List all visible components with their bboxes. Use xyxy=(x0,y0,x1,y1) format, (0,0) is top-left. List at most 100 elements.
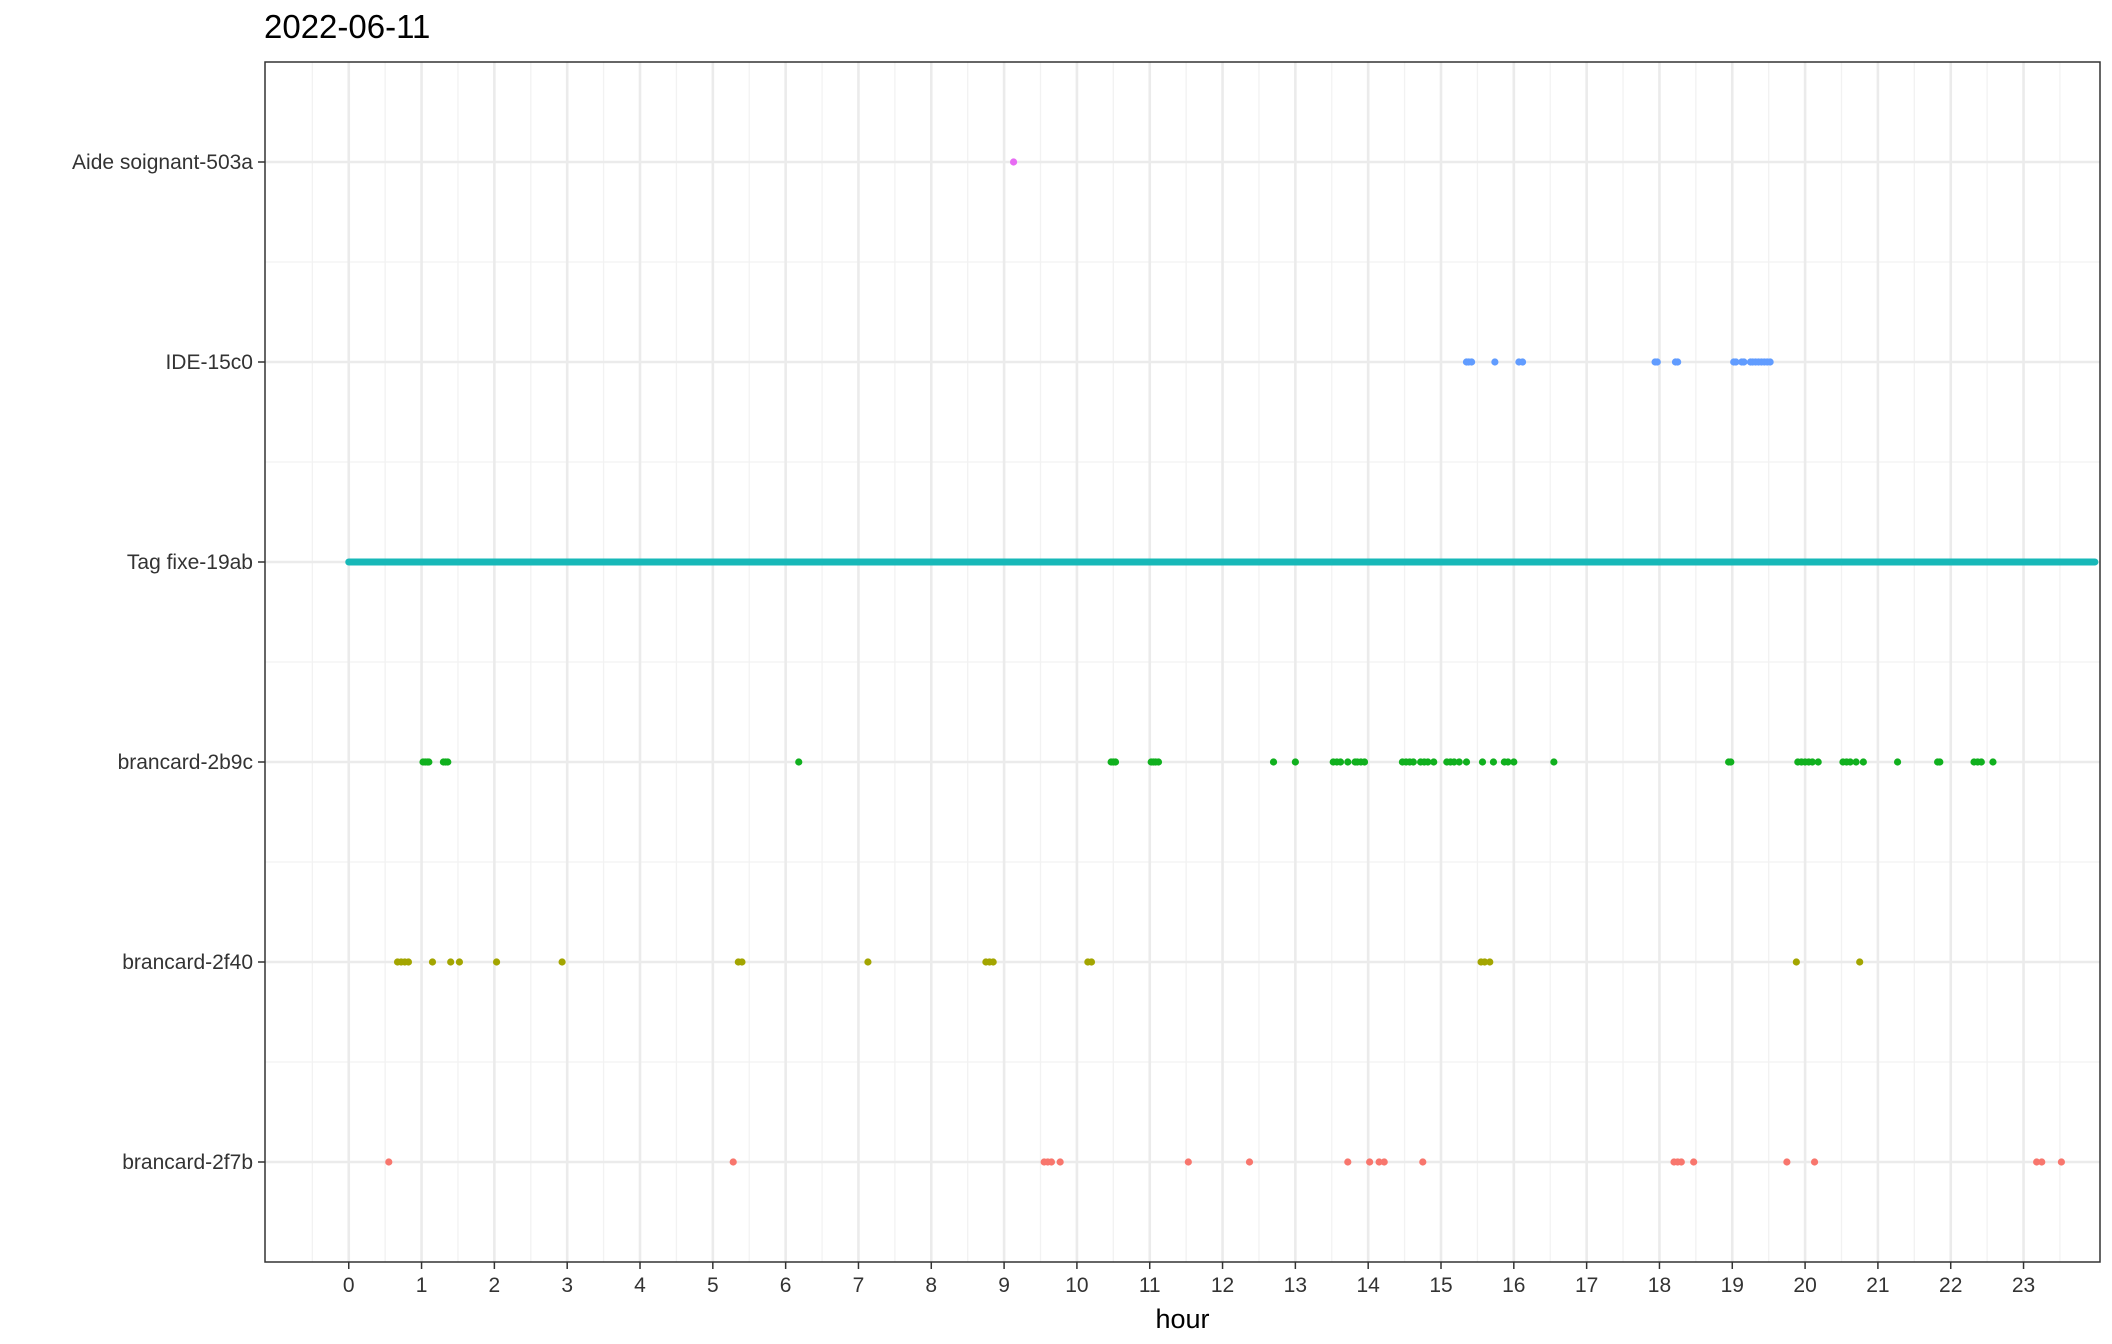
x-tick-label: 21 xyxy=(1866,1274,1889,1297)
data-point xyxy=(1430,758,1438,766)
y-tick-label: Aide soignant-503a xyxy=(72,151,253,174)
data-point xyxy=(404,958,413,966)
data-point xyxy=(1510,758,1518,766)
data-point xyxy=(795,758,803,766)
x-tick-label: 23 xyxy=(2012,1274,2035,1297)
x-tick-label: 20 xyxy=(1793,1274,1816,1297)
x-tick-label: 10 xyxy=(1065,1274,1088,1297)
x-axis: 0 1 2 3 4 5 6 7 8 9 10 11 12 13 14 15 16 17 18 19 20 21 22 23 xyxy=(343,1262,2035,1297)
x-tick-label: 19 xyxy=(1721,1274,1744,1297)
data-point xyxy=(1783,1158,1791,1166)
data-point xyxy=(1462,758,1471,766)
data-point xyxy=(1674,358,1682,366)
x-tick-label: 7 xyxy=(853,1274,865,1297)
data-point xyxy=(1989,758,1997,766)
x-tick-label: 1 xyxy=(416,1274,428,1297)
x-tick-label: 9 xyxy=(998,1274,1010,1297)
x-axis-title: hour xyxy=(1155,1304,1209,1334)
data-point xyxy=(1808,758,1816,766)
data-point xyxy=(455,958,464,966)
data-point xyxy=(492,958,501,966)
data-point xyxy=(729,1158,737,1166)
data-point xyxy=(1653,358,1661,366)
data-point xyxy=(2033,1158,2041,1166)
data-point xyxy=(1424,758,1432,766)
data-point xyxy=(864,958,872,966)
y-tick-label: IDE-15c0 xyxy=(165,351,253,374)
data-point xyxy=(1467,358,1476,366)
x-tick-label: 0 xyxy=(343,1274,355,1297)
data-point xyxy=(1245,1158,1254,1166)
x-tick-label: 8 xyxy=(925,1274,937,1297)
data-point xyxy=(1677,1158,1685,1166)
data-point xyxy=(1344,758,1352,766)
data-point xyxy=(1336,758,1345,766)
data-point xyxy=(385,1158,393,1166)
data-point xyxy=(1518,358,1527,366)
x-tick-label: 4 xyxy=(634,1274,646,1297)
x-tick-label: 22 xyxy=(1939,1274,1962,1297)
data-point xyxy=(1360,758,1369,766)
x-tick-label: 3 xyxy=(561,1274,573,1297)
x-tick-label: 2 xyxy=(489,1274,501,1297)
data-point xyxy=(1550,758,1558,766)
data-point xyxy=(1087,958,1096,966)
data-point xyxy=(1814,758,1822,766)
y-tick-label: Tag fixe-19ab xyxy=(127,551,253,574)
data-point xyxy=(1450,758,1458,766)
data-point xyxy=(1852,758,1860,766)
y-tick-label: brancard-2f40 xyxy=(122,951,253,974)
data-point xyxy=(1856,958,1864,966)
data-point xyxy=(1486,958,1494,966)
data-point xyxy=(1184,1158,1192,1166)
data-point xyxy=(1344,1158,1352,1166)
major-gridlines xyxy=(265,62,2100,1262)
data-point xyxy=(1846,758,1854,766)
x-tick-label: 13 xyxy=(1284,1274,1307,1297)
data-point xyxy=(1009,158,1018,166)
data-point xyxy=(425,758,433,766)
data-point xyxy=(1375,1158,1383,1166)
x-tick-label: 6 xyxy=(780,1274,792,1297)
data-point xyxy=(1727,758,1735,766)
data-point xyxy=(1504,758,1512,766)
data-point xyxy=(1489,758,1498,766)
minor-gridlines xyxy=(265,62,2100,1262)
x-tick-label: 16 xyxy=(1502,1274,1525,1297)
chart-title: 2022-06-11 xyxy=(264,8,431,45)
x-tick-label: 14 xyxy=(1357,1274,1381,1297)
data-point xyxy=(1380,1158,1388,1166)
x-tick-label: 11 xyxy=(1139,1274,1161,1297)
data-point xyxy=(738,958,746,966)
data-point xyxy=(1740,358,1748,366)
data-point xyxy=(1481,958,1489,966)
data-point xyxy=(1936,758,1944,766)
panel-border xyxy=(264,61,2101,1263)
data-point xyxy=(447,958,455,966)
data-points xyxy=(345,158,2099,1166)
data-point xyxy=(1111,758,1120,766)
data-point xyxy=(1047,1158,1056,1166)
data-point xyxy=(1455,758,1463,766)
data-point xyxy=(1291,758,1299,766)
data-point xyxy=(1409,758,1417,766)
data-point xyxy=(1859,758,1867,766)
data-point xyxy=(1419,1158,1427,1166)
data-point xyxy=(1766,358,1774,366)
data-point xyxy=(1056,1158,1064,1166)
data-point xyxy=(1491,358,1499,366)
x-tick-label: 17 xyxy=(1575,1274,1598,1297)
data-point xyxy=(1269,758,1278,766)
data-point xyxy=(1154,758,1163,766)
x-tick-label: 12 xyxy=(1211,1274,1234,1297)
data-point xyxy=(1977,758,1985,766)
data-point xyxy=(558,958,566,966)
x-tick-label: 15 xyxy=(1429,1274,1452,1297)
data-point xyxy=(444,758,452,766)
data-point xyxy=(1690,1158,1698,1166)
data-point xyxy=(1366,1158,1374,1166)
y-axis: Aide soignant-503a IDE-15c0 Tag fixe-19ab b… xyxy=(72,151,265,1174)
y-tick-label: brancard-2b9c xyxy=(118,751,253,774)
data-point xyxy=(989,958,997,966)
